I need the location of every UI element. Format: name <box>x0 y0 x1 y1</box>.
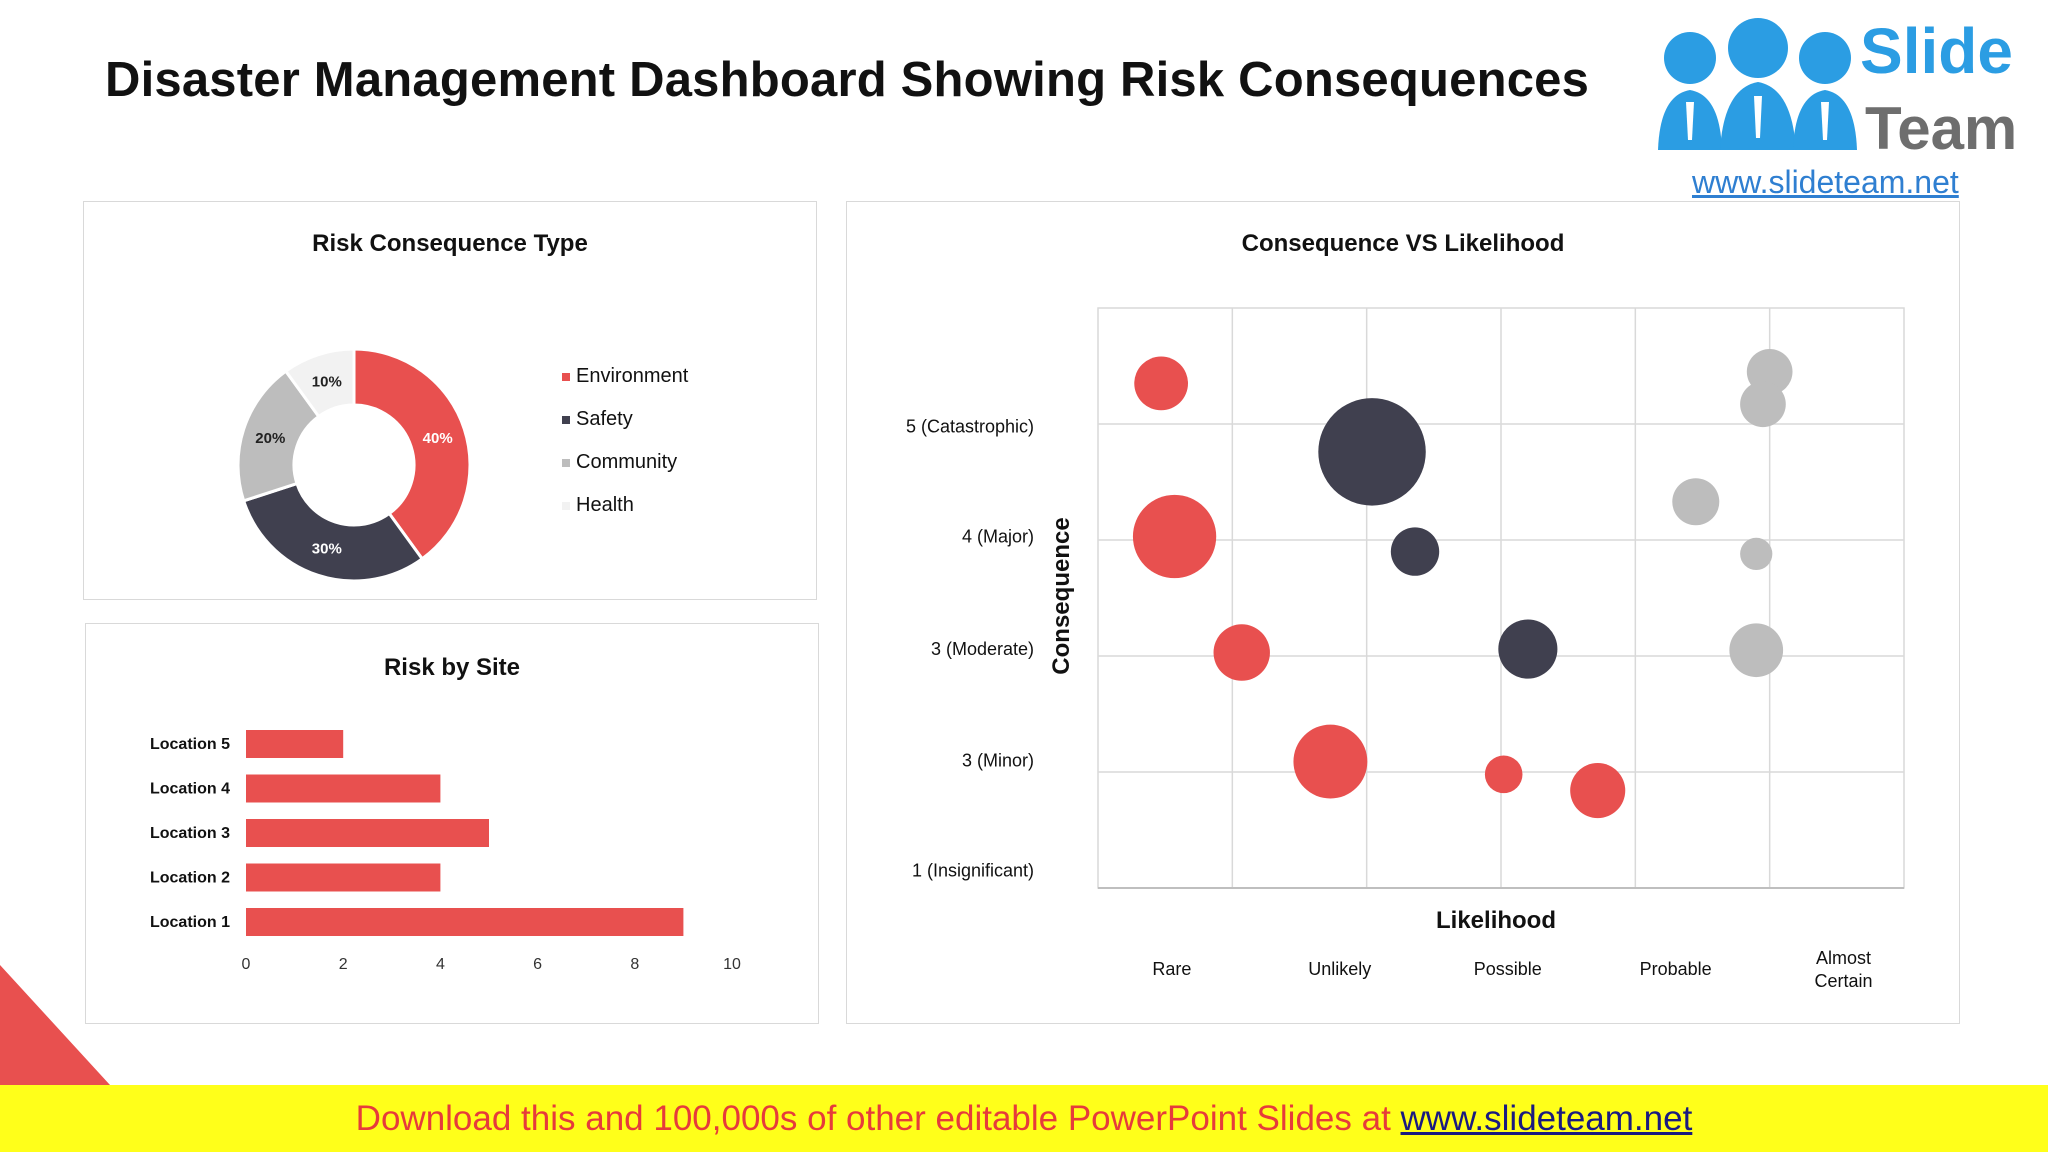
donut-data-label: 30% <box>312 541 342 558</box>
x-tick-label: 4 <box>436 956 445 973</box>
people-icon <box>1658 18 1857 150</box>
bar-chart: Location 1 Location 2 Location 3 Location 4… <box>150 730 741 973</box>
bubble-environment <box>1134 356 1189 411</box>
legend-swatch-health <box>562 502 570 510</box>
x-category-label: Almost Certain <box>1815 948 1873 991</box>
bubble-community <box>1740 537 1773 571</box>
bubble-environment <box>1484 755 1523 794</box>
risk-consequence-type-panel: Risk Consequence Type 40% 30% 20% 10% Enviro… <box>83 201 817 600</box>
banner-link[interactable]: www.slideteam.net <box>1400 1099 1693 1138</box>
x-tick-label: 0 <box>242 956 251 973</box>
legend-swatch-community <box>562 459 570 467</box>
x-category-label: Rare <box>1152 959 1191 979</box>
download-banner: Download this and 100,000s of other edit… <box>0 1085 2048 1152</box>
logo-text-slide: Slide <box>1860 15 2013 87</box>
legend-swatch-safety <box>562 416 570 424</box>
banner-text: Download this and 100,000s of other edit… <box>355 1099 1401 1138</box>
y-category-label: 3 (Minor) <box>962 750 1034 770</box>
bar-category-label: Location 3 <box>150 825 230 842</box>
legend-label: Community <box>576 451 677 473</box>
bubble-environment <box>1132 494 1217 579</box>
bar-location-4 <box>246 774 441 803</box>
bubble-chart: 1 (Insignificant) 3 (Minor) 3 (Moderate) 4 … <box>906 307 1905 991</box>
y-category-label: 3 (Moderate) <box>931 639 1034 659</box>
bar-category-label: Location 1 <box>150 914 230 931</box>
bar-category-label: Location 4 <box>150 781 230 798</box>
y-category-label: 4 (Major) <box>962 527 1034 547</box>
x-axis-title: Likelihood <box>1436 907 1556 934</box>
x-tick-label: 2 <box>339 956 348 973</box>
bar-location-2 <box>246 863 441 892</box>
logo-url-link[interactable]: www.slideteam.net <box>1692 164 1959 200</box>
legend-swatch-environment <box>562 373 570 381</box>
x-category-label: Possible <box>1474 959 1542 979</box>
donut-data-label: 20% <box>255 430 285 447</box>
bubble-environment <box>1293 724 1368 799</box>
bubble-environment <box>1570 763 1626 819</box>
x-tick-label: 8 <box>630 956 639 973</box>
risk-by-site-panel: Risk by Site Location 1 Location 2 Locatio… <box>85 623 819 1024</box>
donut-chart: 40% 30% 20% 10% Environment Safety Community He… <box>236 347 689 583</box>
bar-location-5 <box>246 730 344 758</box>
bubble-safety <box>1390 527 1440 576</box>
y-axis-title: Consequence <box>1048 517 1075 674</box>
bubble-community <box>1672 478 1720 526</box>
bar-location-1 <box>246 908 684 936</box>
bar-location-3 <box>246 819 489 847</box>
bar-category-label: Location 2 <box>150 870 230 887</box>
donut-chart-title: Risk Consequence Type <box>312 230 588 257</box>
bar-chart-title: Risk by Site <box>383 654 521 681</box>
x-category-label: Unlikely <box>1308 959 1371 979</box>
bubble-environment <box>1213 624 1270 681</box>
y-category-label: 1 (Insignificant) <box>912 861 1034 881</box>
donut-slice-environment <box>352 347 472 561</box>
donut-slice-safety <box>241 481 425 583</box>
bubble-safety <box>1318 398 1426 506</box>
legend-label: Environment <box>576 365 689 387</box>
page-title: Disaster Management Dashboard Showing Ri… <box>105 53 1590 107</box>
y-category-label: 5 (Catastrophic) <box>906 416 1034 436</box>
bubble-chart-title: Consequence VS Likelihood <box>1241 230 1565 257</box>
x-tick-label: 6 <box>533 956 542 973</box>
bubble-safety <box>1498 619 1558 679</box>
legend-label: Safety <box>576 408 633 430</box>
slideteam-logo: Slide Team www.slideteam.net <box>1640 0 2048 200</box>
x-tick-label: 10 <box>723 956 741 973</box>
donut-data-label: 40% <box>423 430 453 447</box>
donut-data-label: 10% <box>312 373 342 390</box>
x-category-label: Probable <box>1640 959 1712 979</box>
logo-text-team: Team <box>1865 95 2018 162</box>
donut-slice-health <box>283 347 356 419</box>
bubble-community <box>1740 381 1786 428</box>
bar-category-label: Location 5 <box>150 736 230 753</box>
legend-label: Health <box>576 494 634 516</box>
corner-decoration <box>0 965 110 1085</box>
donut-slice-community <box>236 369 321 503</box>
bubble-community <box>1729 623 1784 678</box>
consequence-vs-likelihood-panel: Consequence VS Likelihood 1 (Insignifica… <box>846 201 1960 1024</box>
